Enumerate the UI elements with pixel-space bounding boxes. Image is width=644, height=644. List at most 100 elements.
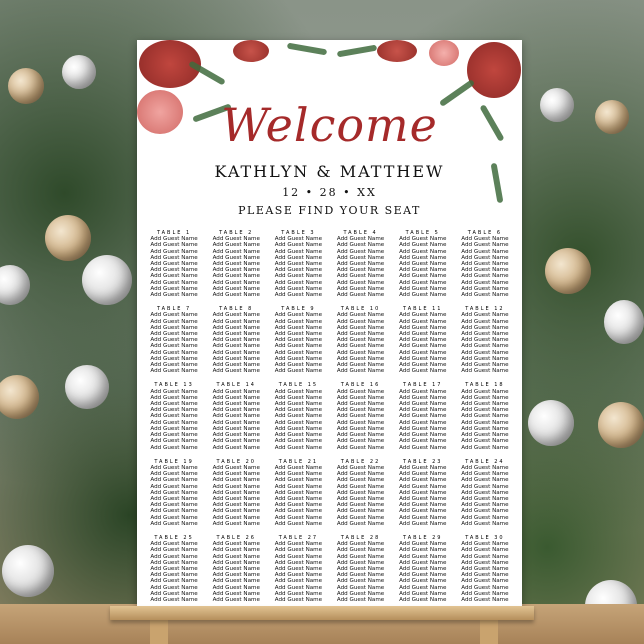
ornament-white: [540, 88, 574, 122]
guest-name: Add Guest Name: [150, 471, 198, 478]
guest-name: Add Guest Name: [150, 362, 198, 369]
guest-name: Add Guest Name: [336, 407, 385, 414]
guest-name: Add Guest Name: [212, 349, 260, 356]
guest-name: Add Guest Name: [150, 559, 198, 566]
guest-name: Add Guest Name: [212, 331, 260, 338]
guest-name: Add Guest Name: [461, 489, 509, 496]
guest-name: Add Guest Name: [336, 432, 385, 439]
guest-name: Add Guest Name: [461, 432, 509, 439]
seating-table: TABLE 28 Add Guest Name Add Guest Name Add …: [330, 535, 392, 603]
guest-name: Add Guest Name: [274, 343, 323, 350]
guest-name: Add Guest Name: [461, 349, 509, 356]
rose-decoration: [233, 40, 269, 62]
guest-name: Add Guest Name: [399, 444, 447, 451]
guest-name: Add Guest Name: [150, 590, 198, 597]
guest-name: Add Guest Name: [150, 438, 198, 445]
guest-name: Add Guest Name: [212, 248, 260, 255]
guest-name: Add Guest Name: [274, 572, 323, 579]
seating-table: TABLE 11 Add Guest Name Add Guest Name Add …: [392, 306, 454, 374]
guest-name: Add Guest Name: [150, 502, 198, 509]
ornament-gold: [8, 68, 44, 104]
guest-name: Add Guest Name: [336, 508, 385, 515]
table-label: TABLE 16: [340, 382, 381, 389]
table-label: TABLE 15: [278, 382, 319, 389]
guest-name: Add Guest Name: [399, 425, 447, 432]
guest-name: Add Guest Name: [399, 343, 447, 350]
guest-name: Add Guest Name: [461, 547, 509, 554]
guest-name: Add Guest Name: [212, 388, 260, 395]
guest-name: Add Guest Name: [274, 502, 323, 509]
guest-name: Add Guest Name: [274, 553, 323, 560]
guest-name: Add Guest Name: [399, 401, 447, 408]
seating-table: TABLE 3 Add Guest Name Add Guest Name Add G…: [267, 230, 329, 298]
guest-name: Add Guest Name: [461, 394, 509, 401]
guest-name: Add Guest Name: [461, 331, 509, 338]
guest-name: Add Guest Name: [274, 508, 323, 515]
guest-name: Add Guest Name: [336, 541, 385, 548]
guest-name: Add Guest Name: [399, 559, 447, 566]
guest-name: Add Guest Name: [274, 394, 323, 401]
guest-name: Add Guest Name: [212, 502, 260, 509]
guest-name: Add Guest Name: [150, 349, 198, 356]
table-label: TABLE 1: [156, 230, 192, 236]
table-label: TABLE 29: [403, 534, 443, 541]
seating-table: TABLE 7 Add Guest Name Add Guest Name Add G…: [143, 306, 205, 374]
guest-name: Add Guest Name: [274, 362, 323, 369]
guest-name: Add Guest Name: [461, 578, 509, 585]
guest-name: Add Guest Name: [212, 337, 260, 344]
guest-name: Add Guest Name: [336, 590, 385, 597]
guest-name: Add Guest Name: [212, 590, 260, 597]
guest-name: Add Guest Name: [274, 242, 323, 249]
guest-name: Add Guest Name: [399, 596, 447, 603]
guest-name: Add Guest Name: [336, 267, 385, 274]
table-label: TABLE 23: [403, 458, 443, 465]
guest-name: Add Guest Name: [212, 261, 260, 268]
guest-name: Add Guest Name: [274, 596, 323, 603]
guest-name: Add Guest Name: [399, 355, 447, 362]
guest-name: Add Guest Name: [461, 236, 509, 243]
guest-name: Add Guest Name: [461, 471, 509, 478]
guest-name: Add Guest Name: [399, 520, 447, 527]
guest-name: Add Guest Name: [399, 413, 447, 420]
guest-name: Add Guest Name: [461, 565, 509, 572]
guest-name: Add Guest Name: [461, 541, 509, 548]
guest-name: Add Guest Name: [399, 438, 447, 445]
guest-name: Add Guest Name: [336, 514, 385, 521]
rose-decoration: [467, 42, 521, 98]
guest-name: Add Guest Name: [399, 495, 447, 502]
guest-name: Add Guest Name: [336, 312, 385, 319]
guest-name: Add Guest Name: [150, 267, 198, 274]
guest-name: Add Guest Name: [461, 337, 509, 344]
guest-name: Add Guest Name: [274, 413, 323, 420]
guest-name: Add Guest Name: [212, 318, 260, 325]
guest-name: Add Guest Name: [212, 596, 260, 603]
guest-name: Add Guest Name: [212, 343, 260, 350]
guest-name: Add Guest Name: [336, 343, 385, 350]
guest-name: Add Guest Name: [150, 489, 198, 496]
guest-name: Add Guest Name: [336, 520, 385, 527]
guest-name: Add Guest Name: [399, 285, 447, 292]
guest-name: Add Guest Name: [336, 419, 385, 426]
guest-name: Add Guest Name: [336, 572, 385, 579]
guest-name: Add Guest Name: [399, 541, 447, 548]
guest-name: Add Guest Name: [150, 292, 198, 299]
guest-name: Add Guest Name: [336, 368, 385, 375]
guest-name: Add Guest Name: [461, 464, 509, 471]
table-label: TABLE 22: [340, 458, 381, 465]
easel-ledge: [110, 606, 534, 620]
guest-name: Add Guest Name: [274, 388, 323, 395]
guest-name: Add Guest Name: [336, 464, 385, 471]
guest-name: Add Guest Name: [399, 489, 447, 496]
guest-name: Add Guest Name: [461, 483, 509, 490]
pine-leaf: [336, 44, 378, 58]
guest-name: Add Guest Name: [274, 432, 323, 439]
guest-name: Add Guest Name: [461, 495, 509, 502]
guest-name: Add Guest Name: [461, 292, 509, 299]
guest-name: Add Guest Name: [399, 248, 447, 255]
guest-name: Add Guest Name: [461, 514, 509, 521]
find-seat-subtitle: PLEASE FIND YOUR SEAT: [238, 204, 421, 217]
guest-name: Add Guest Name: [399, 508, 447, 515]
guest-name: Add Guest Name: [150, 520, 198, 527]
guest-name: Add Guest Name: [461, 444, 509, 451]
guest-name: Add Guest Name: [399, 394, 447, 401]
